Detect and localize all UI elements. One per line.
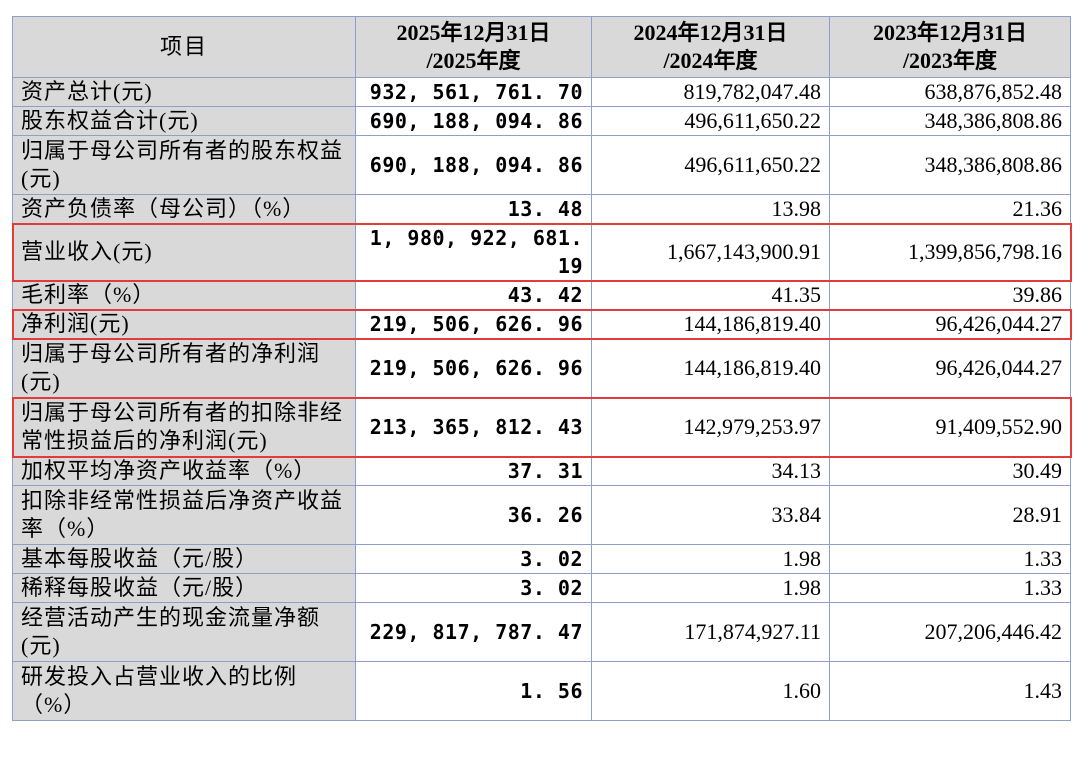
value-2024: 1.98 (591, 573, 830, 603)
row-label: 资产负债率（母公司）（%） (12, 194, 356, 224)
value-2023: 1,399,856,798.16 (829, 223, 1071, 281)
value-2023: 638,876,852.48 (829, 77, 1071, 107)
value-2025: 1, 980, 922, 681. 19 (355, 223, 592, 281)
value-2023: 28.91 (829, 485, 1071, 545)
row-label: 净利润(元) (12, 309, 356, 339)
value-2024: 496,611,650.22 (591, 135, 830, 195)
header-item: 项目 (12, 16, 356, 78)
financial-data-table: 项目 2025年12月31日 /2025年度 2024年12月31日 /2024… (12, 16, 1071, 721)
row-label: 归属于母公司所有者的净利润(元) (12, 338, 356, 398)
value-2025: 36. 26 (355, 485, 592, 545)
value-2023: 207,206,446.42 (829, 602, 1071, 662)
value-2024: 1.98 (591, 544, 830, 574)
value-2023: 96,426,044.27 (829, 309, 1071, 339)
value-2023: 96,426,044.27 (829, 338, 1071, 398)
value-2025: 219, 506, 626. 96 (355, 309, 592, 339)
value-2023: 348,386,808.86 (829, 106, 1071, 136)
value-2024: 171,874,927.11 (591, 602, 830, 662)
header-2024-year: /2024年度 (663, 48, 758, 73)
table-row: 资产总计(元) 932, 561, 761. 70 819,782,047.48… (12, 77, 1071, 107)
value-2025: 229, 817, 787. 47 (355, 602, 592, 662)
value-2025: 219, 506, 626. 96 (355, 338, 592, 398)
row-label: 基本每股收益（元/股） (12, 544, 356, 574)
value-2024: 1,667,143,900.91 (591, 223, 830, 281)
row-label: 归属于母公司所有者的股东权益(元) (12, 135, 356, 195)
table-row: 股东权益合计(元) 690, 188, 094. 86 496,611,650.… (12, 106, 1071, 136)
value-2024: 13.98 (591, 194, 830, 224)
row-label: 经营活动产生的现金流量净额(元) (12, 602, 356, 662)
value-2024: 1.60 (591, 661, 830, 721)
table-row: 加权平均净资产收益率（%） 37. 31 34.13 30.49 (12, 456, 1071, 486)
value-2024: 41.35 (591, 280, 830, 310)
table-row-highlighted: 净利润(元) 219, 506, 626. 96 144,186,819.40 … (12, 309, 1071, 339)
header-2025-year: /2025年度 (426, 48, 521, 73)
table-row: 研发投入占营业收入的比例（%） 1. 56 1.60 1.43 (12, 661, 1071, 721)
table-row: 归属于母公司所有者的股东权益(元) 690, 188, 094. 86 496,… (12, 135, 1071, 195)
header-2024-date: 2024年12月31日 (633, 20, 788, 45)
value-2024: 33.84 (591, 485, 830, 545)
value-2025: 932, 561, 761. 70 (355, 77, 592, 107)
value-2025: 690, 188, 094. 86 (355, 106, 592, 136)
row-label: 营业收入(元) (12, 223, 356, 281)
row-label: 稀释每股收益（元/股） (12, 573, 356, 603)
table-row: 稀释每股收益（元/股） 3. 02 1.98 1.33 (12, 573, 1071, 603)
value-2024: 496,611,650.22 (591, 106, 830, 136)
value-2023: 1.33 (829, 573, 1071, 603)
table-row-highlighted: 营业收入(元) 1, 980, 922, 681. 19 1,667,143,9… (12, 223, 1071, 281)
row-label: 扣除非经常性损益后净资产收益率（%） (12, 485, 356, 545)
value-2025: 37. 31 (355, 456, 592, 486)
table-row-highlighted: 归属于母公司所有者的扣除非经常性损益后的净利润(元) 213, 365, 812… (12, 397, 1071, 457)
value-2023: 21.36 (829, 194, 1071, 224)
table-row: 资产负债率（母公司）（%） 13. 48 13.98 21.36 (12, 194, 1071, 224)
value-2023: 1.43 (829, 661, 1071, 721)
value-2025: 1. 56 (355, 661, 592, 721)
value-2023: 348,386,808.86 (829, 135, 1071, 195)
value-2023: 30.49 (829, 456, 1071, 486)
header-2023-year: /2023年度 (902, 48, 998, 73)
value-2025: 43. 42 (355, 280, 592, 310)
row-label: 研发投入占营业收入的比例（%） (12, 661, 356, 721)
value-2025: 213, 365, 812. 43 (355, 397, 592, 457)
header-2023: 2023年12月31日 /2023年度 (829, 16, 1071, 78)
row-label: 资产总计(元) (12, 77, 356, 107)
value-2024: 142,979,253.97 (591, 397, 830, 457)
header-2025-date: 2025年12月31日 (396, 20, 551, 45)
value-2024: 819,782,047.48 (591, 77, 830, 107)
value-2025: 3. 02 (355, 544, 592, 574)
value-2025: 690, 188, 094. 86 (355, 135, 592, 195)
row-label: 加权平均净资产收益率（%） (12, 456, 356, 486)
table-row: 基本每股收益（元/股） 3. 02 1.98 1.33 (12, 544, 1071, 574)
value-2024: 34.13 (591, 456, 830, 486)
table-row: 经营活动产生的现金流量净额(元) 229, 817, 787. 47 171,8… (12, 602, 1071, 662)
value-2023: 91,409,552.90 (829, 397, 1071, 457)
row-label: 归属于母公司所有者的扣除非经常性损益后的净利润(元) (12, 397, 356, 457)
row-label: 毛利率（%） (12, 280, 356, 310)
value-2024: 144,186,819.40 (591, 309, 830, 339)
header-2024: 2024年12月31日 /2024年度 (591, 16, 830, 78)
table-header-row: 项目 2025年12月31日 /2025年度 2024年12月31日 /2024… (12, 16, 1071, 78)
value-2025: 13. 48 (355, 194, 592, 224)
value-2025: 3. 02 (355, 573, 592, 603)
header-2023-date: 2023年12月31日 (872, 20, 1027, 45)
value-2024: 144,186,819.40 (591, 338, 830, 398)
row-label: 股东权益合计(元) (12, 106, 356, 136)
value-2023: 1.33 (829, 544, 1071, 574)
header-2025: 2025年12月31日 /2025年度 (355, 16, 592, 78)
table-row: 归属于母公司所有者的净利润(元) 219, 506, 626. 96 144,1… (12, 338, 1071, 398)
value-2023: 39.86 (829, 280, 1071, 310)
table-row: 毛利率（%） 43. 42 41.35 39.86 (12, 280, 1071, 310)
table-row: 扣除非经常性损益后净资产收益率（%） 36. 26 33.84 28.91 (12, 485, 1071, 545)
